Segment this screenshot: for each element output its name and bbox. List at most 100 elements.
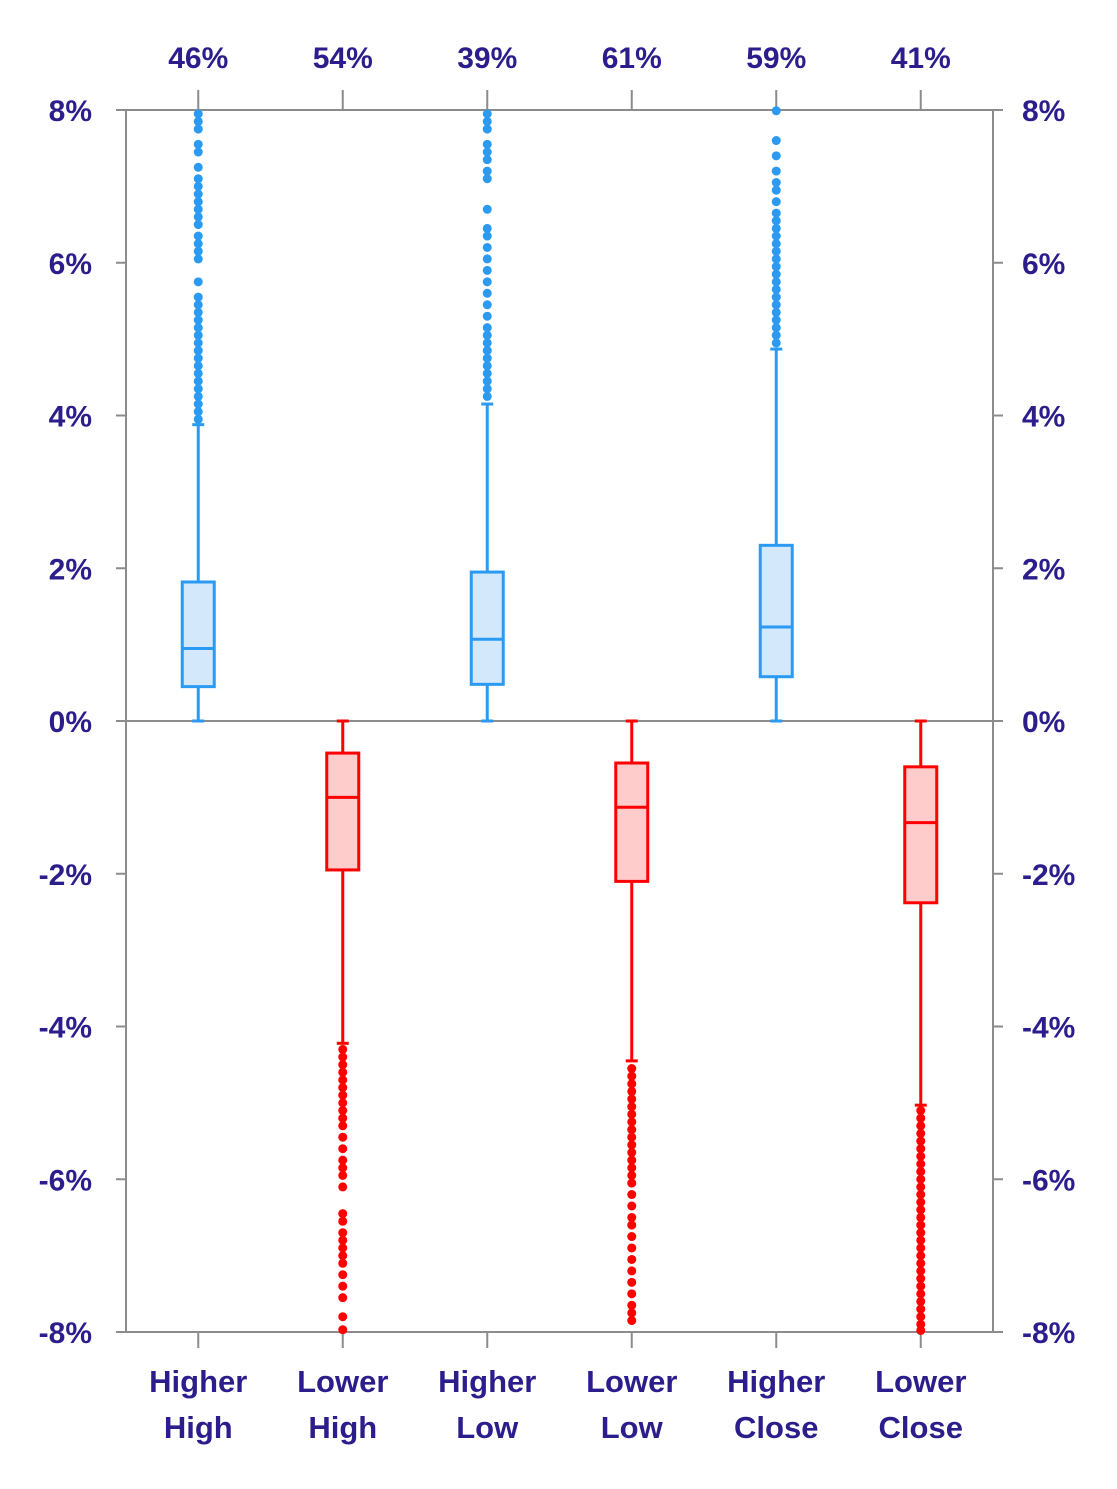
outlier-point bbox=[627, 1300, 637, 1310]
outlier-point bbox=[916, 1212, 926, 1222]
outlier-point bbox=[771, 197, 781, 207]
outlier-point bbox=[193, 323, 203, 333]
outlier-point bbox=[771, 136, 781, 146]
outlier-point bbox=[627, 1132, 637, 1142]
box-series bbox=[180, 106, 939, 1335]
outlier-point bbox=[627, 1155, 637, 1165]
outlier-point bbox=[193, 277, 203, 287]
outlier-point bbox=[193, 338, 203, 348]
outlier-point bbox=[627, 1079, 637, 1089]
outlier-point bbox=[482, 231, 492, 241]
outlier-point bbox=[482, 346, 492, 356]
outlier-point bbox=[193, 212, 203, 222]
outlier-point bbox=[627, 1140, 637, 1150]
category-label-line2: Close bbox=[879, 1410, 963, 1445]
outlier-point bbox=[338, 1325, 348, 1335]
outlier-point bbox=[627, 1125, 637, 1135]
outlier-point bbox=[482, 288, 492, 298]
outlier-point bbox=[193, 124, 203, 134]
outlier-point bbox=[338, 1067, 348, 1077]
outlier-point bbox=[771, 208, 781, 218]
outlier-point bbox=[482, 361, 492, 371]
outlier-point bbox=[338, 1044, 348, 1054]
outlier-point bbox=[771, 300, 781, 310]
outlier-point bbox=[771, 323, 781, 333]
outlier-point bbox=[193, 220, 203, 230]
outlier-point bbox=[916, 1220, 926, 1230]
outlier-point bbox=[771, 185, 781, 195]
outlier-point bbox=[916, 1136, 926, 1146]
y-tick-label-right: -8% bbox=[1022, 1317, 1075, 1350]
top-percent-label: 54% bbox=[313, 42, 373, 75]
top-percent-label: 46% bbox=[168, 42, 228, 75]
outlier-point bbox=[627, 1289, 637, 1299]
outlier-point bbox=[916, 1106, 926, 1116]
outlier-point bbox=[193, 174, 203, 184]
outlier-point bbox=[627, 1201, 637, 1211]
category-label-line1: Lower bbox=[875, 1364, 966, 1399]
outlier-point bbox=[627, 1277, 637, 1287]
plot-frame bbox=[125, 109, 994, 1333]
outlier-point bbox=[771, 269, 781, 279]
outlier-point bbox=[627, 1316, 637, 1326]
y-tick-label-right: -6% bbox=[1022, 1164, 1075, 1197]
outlier-point bbox=[338, 1258, 348, 1268]
iqr-box bbox=[758, 543, 794, 679]
outlier-point bbox=[916, 1312, 926, 1322]
top-percent-label: 61% bbox=[602, 42, 662, 75]
outlier-point bbox=[338, 1235, 348, 1245]
outlier-point bbox=[771, 284, 781, 294]
outlier-point bbox=[627, 1243, 637, 1253]
top-percent-label: 59% bbox=[746, 42, 806, 75]
outlier-point bbox=[771, 277, 781, 287]
outlier-point bbox=[338, 1251, 348, 1261]
outlier-point bbox=[627, 1220, 637, 1230]
outlier-point bbox=[338, 1060, 348, 1070]
outlier-point bbox=[193, 361, 203, 371]
box-down-1 bbox=[325, 719, 361, 1335]
outlier-point bbox=[627, 1094, 637, 1104]
outlier-point bbox=[482, 311, 492, 321]
y-tick-label-right: 8% bbox=[1022, 95, 1065, 128]
category-label-line1: Lower bbox=[586, 1364, 677, 1399]
outlier-point bbox=[771, 178, 781, 188]
outlier-point bbox=[482, 116, 492, 126]
outlier-point bbox=[193, 239, 203, 249]
outlier-point bbox=[193, 181, 203, 191]
outlier-point bbox=[482, 223, 492, 233]
outlier-point bbox=[338, 1270, 348, 1280]
outlier-point bbox=[193, 368, 203, 378]
outlier-point bbox=[482, 300, 492, 310]
box-down-5 bbox=[903, 719, 939, 1335]
outlier-point bbox=[916, 1151, 926, 1161]
y-tick-label-left: 4% bbox=[49, 401, 92, 434]
outlier-point bbox=[916, 1274, 926, 1284]
outlier-point bbox=[916, 1325, 926, 1335]
outlier-point bbox=[338, 1163, 348, 1173]
outlier-point bbox=[482, 155, 492, 165]
outlier-point bbox=[916, 1128, 926, 1138]
outlier-point bbox=[916, 1205, 926, 1215]
outlier-point bbox=[627, 1148, 637, 1158]
outlier-point bbox=[193, 376, 203, 386]
outlier-point bbox=[916, 1296, 926, 1306]
outlier-point bbox=[193, 384, 203, 394]
outlier-point bbox=[771, 231, 781, 241]
outlier-point bbox=[771, 262, 781, 272]
iqr-box bbox=[614, 761, 650, 883]
outlier-point bbox=[627, 1086, 637, 1096]
outlier-point bbox=[627, 1212, 637, 1222]
outlier-point bbox=[771, 254, 781, 264]
outlier-point bbox=[193, 189, 203, 199]
outlier-point bbox=[338, 1209, 348, 1219]
outlier-point bbox=[627, 1064, 637, 1074]
outlier-point bbox=[482, 368, 492, 378]
category-label-line1: Higher bbox=[727, 1364, 825, 1399]
outlier-point bbox=[916, 1266, 926, 1276]
top-percent-label: 41% bbox=[891, 42, 951, 75]
outlier-point bbox=[193, 147, 203, 157]
outlier-point bbox=[482, 338, 492, 348]
outlier-point bbox=[193, 139, 203, 149]
outlier-point bbox=[482, 204, 492, 214]
